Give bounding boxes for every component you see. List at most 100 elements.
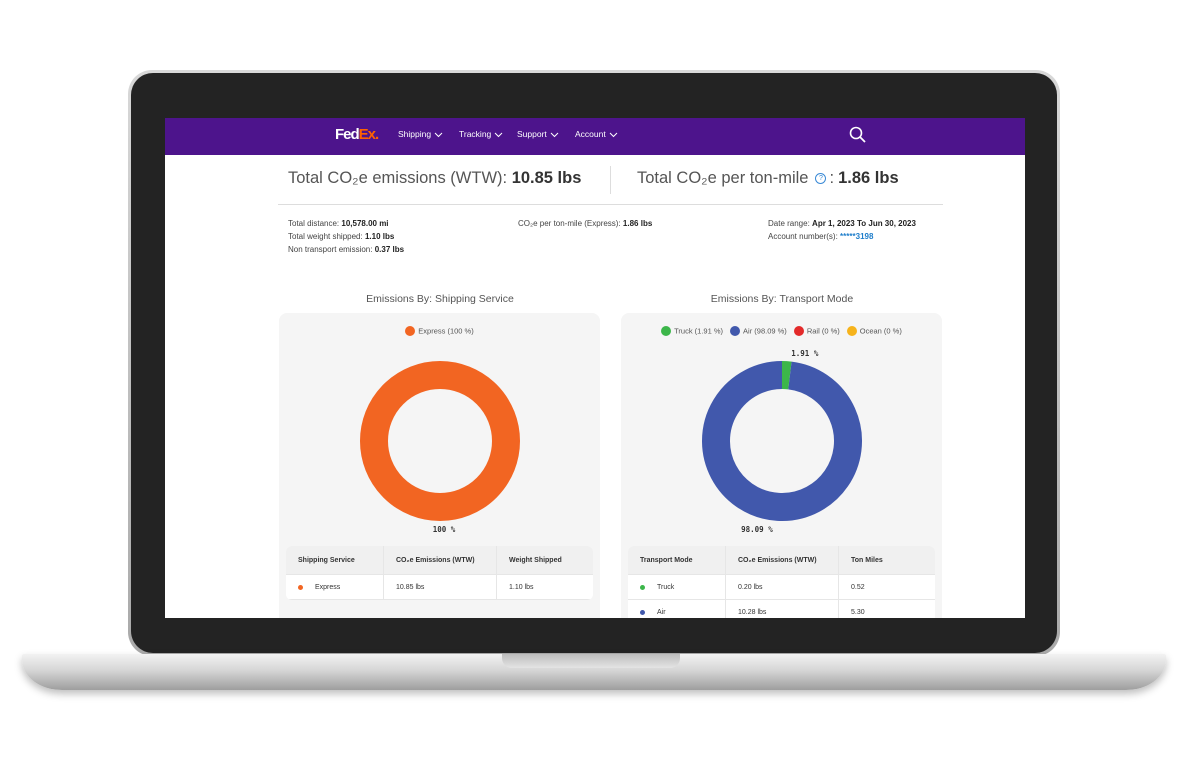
detail-row: CO₂e per ton-mile (Express): 1.86 lbs [518, 219, 652, 228]
nav-item[interactable]: Shipping [398, 129, 443, 139]
laptop-notch [502, 654, 680, 668]
table-header-cell: Weight Shipped [496, 546, 593, 574]
legend-swatch [405, 326, 416, 337]
logo-fed: Fed [335, 126, 360, 143]
donut-chart: 100 % [360, 361, 520, 534]
detail-label: CO₂e per ton-mile (Express): [518, 219, 621, 228]
chevron-line [434, 132, 443, 137]
row-swatch [640, 584, 645, 590]
table-row: Truck 0.20 lbs 0.52 [628, 575, 935, 600]
legend-item[interactable]: Rail (0 %) [793, 326, 840, 337]
table-header-cell: Ton Miles [838, 546, 935, 574]
legend-item[interactable]: Express (100 %) [405, 326, 474, 337]
summary-value: 10.85 lbs [511, 169, 582, 187]
search-handle [859, 136, 866, 143]
nav-item[interactable]: Support [517, 129, 559, 139]
detail-label: Account number(s): [768, 232, 838, 241]
donut-segment[interactable] [360, 361, 520, 522]
table-cell: Air [628, 600, 725, 618]
chevron [494, 132, 503, 137]
cell-text: 1.10 lbs [509, 583, 534, 591]
table-cell: 0.20 lbs [725, 575, 838, 599]
legend: Truck (1.91 %) Air (98.09 %) Rail (0 %) Oce… [621, 326, 942, 337]
nav-item-label: Support [517, 129, 547, 139]
summary-value: 1.86 lbs [838, 169, 899, 187]
table-cell: Express [286, 575, 383, 599]
donut-segment[interactable] [702, 361, 862, 521]
cell-text: 0.20 lbs [738, 583, 763, 591]
table-header-cell: CO₂e Emissions (WTW) [383, 546, 496, 574]
column-label: Weight Shipped [509, 556, 562, 564]
screen: FedEx. Shipping Tracking Support Account Tot… [165, 118, 1025, 618]
row-swatch [298, 584, 303, 590]
detail-value: 0.37 lbs [374, 245, 405, 254]
summary-metric: Total CO₂e per ton-mile?:1.86 lbs [637, 169, 899, 188]
table-cell: 0.52 [838, 575, 935, 599]
chart-title: Emissions By: Shipping Service [366, 293, 514, 305]
summary-label: Total CO₂e per ton-mile [637, 169, 809, 187]
legend-swatch [661, 326, 672, 337]
search-icon[interactable] [849, 126, 867, 144]
account-link[interactable]: *****3198 [840, 232, 874, 241]
cell-text: Truck [657, 583, 675, 591]
chart-title: Emissions By: Transport Mode [710, 293, 854, 305]
cell-text: Air [657, 608, 666, 616]
legend-item[interactable]: Air (98.09 %) [730, 326, 787, 337]
column-label: Shipping Service [298, 556, 355, 564]
data-table: Shipping Service CO₂e Emissions (WTW) Weig… [286, 546, 593, 600]
nav-item-label: Tracking [459, 129, 492, 139]
nav-item[interactable]: Tracking [459, 129, 503, 139]
detail-value: Apr 1, 2023 To Jun 30, 2023 [812, 219, 916, 228]
table-cell: 5.30 [838, 600, 935, 618]
fedex-logo[interactable]: FedEx. [335, 126, 379, 143]
chevron-line [550, 132, 559, 137]
legend-label: Truck (1.91 %) [674, 326, 724, 336]
column-label: Transport Mode [640, 556, 693, 564]
detail-row: Account number(s): *****3198 [768, 232, 873, 241]
summary-metric: Total CO₂e emissions (WTW): 10.85 lbs [288, 169, 581, 188]
nav-bar: FedEx. Shipping Tracking Support Account [165, 118, 1025, 155]
chevron [434, 132, 443, 137]
legend-label: Rail (0 %) [806, 326, 840, 336]
table-cell: 10.28 lbs [725, 600, 838, 618]
detail-row: Total weight shipped: 1.10 lbs [288, 232, 394, 241]
detail-row: Total distance: 10,578.00 mi [288, 219, 389, 228]
table-header-cell: Transport Mode [628, 546, 725, 574]
table-cell: 1.10 lbs [496, 575, 593, 599]
cell-text: Express [315, 583, 341, 591]
column-label: CO₂e Emissions (WTW) [738, 556, 817, 564]
summary-label: Total CO₂e emissions (WTW): [288, 169, 508, 187]
nav-item-label: Account [575, 129, 606, 139]
table-header: Transport Mode CO₂e Emissions (WTW) Ton Mi… [628, 546, 935, 575]
data-table: Transport Mode CO₂e Emissions (WTW) Ton Mi… [628, 546, 935, 618]
row-swatch [640, 609, 645, 615]
cell-text: 5.30 [851, 608, 865, 616]
summary-divider [610, 166, 611, 194]
data-label: 98.09 % [741, 525, 773, 534]
column-label: CO₂e Emissions (WTW) [396, 556, 475, 564]
table-header: Shipping Service CO₂e Emissions (WTW) Weig… [286, 546, 593, 575]
detail-label: Total weight shipped: [288, 232, 363, 241]
chevron-line [494, 132, 503, 137]
detail-value: 1.10 lbs [364, 232, 395, 241]
table-header-cell: CO₂e Emissions (WTW) [725, 546, 838, 574]
legend-item[interactable]: Truck (1.91 %) [661, 326, 724, 337]
search-circle [849, 126, 863, 140]
help-icon[interactable]: ? [815, 173, 827, 185]
legend-item[interactable]: Ocean (0 %) [846, 326, 902, 337]
donut-chart: 1.91 % 98.09 % [702, 349, 862, 534]
nav-item[interactable]: Account [575, 129, 618, 139]
column-label: Ton Miles [851, 556, 883, 564]
legend-swatch [793, 326, 804, 337]
detail-value: 10,578.00 mi [341, 219, 389, 228]
legend: Express (100 %) [279, 326, 600, 337]
detail-value: 1.86 lbs [622, 219, 653, 228]
detail-row: Date range: Apr 1, 2023 To Jun 30, 2023 [768, 219, 916, 228]
nav-item-label: Shipping [398, 129, 432, 139]
cell-text: 10.85 lbs [396, 583, 425, 591]
legend-swatch [846, 326, 857, 337]
legend-label: Ocean (0 %) [859, 326, 902, 336]
table-cell: Truck [628, 575, 725, 599]
